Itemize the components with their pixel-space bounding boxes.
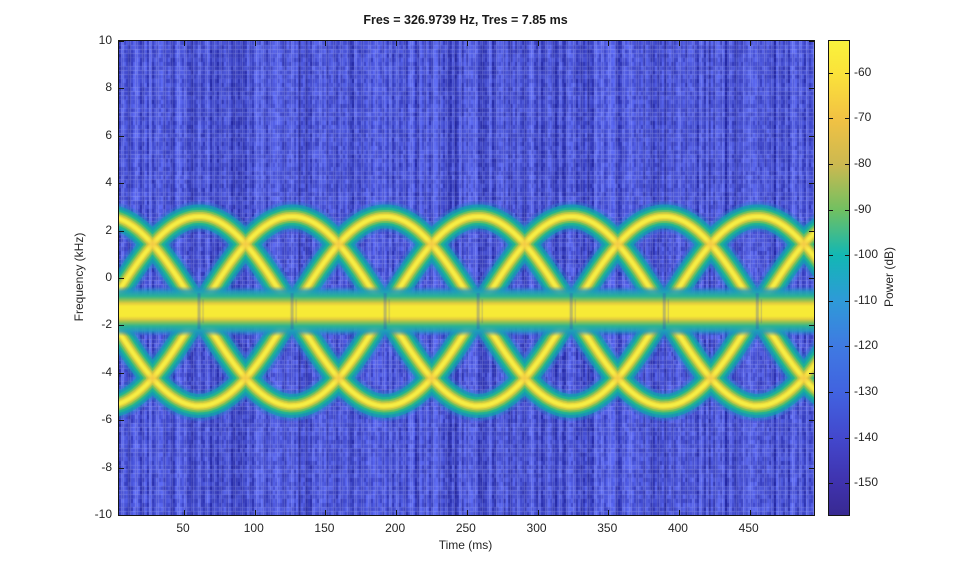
x-tick-label: 250 bbox=[455, 521, 476, 535]
y-tick-mirror bbox=[809, 515, 814, 516]
x-tick-label: 400 bbox=[667, 521, 688, 535]
x-tick-label: 150 bbox=[314, 521, 335, 535]
y-tick bbox=[119, 515, 124, 516]
x-axis-label: Time (ms) bbox=[438, 538, 493, 552]
x-tick-label: 450 bbox=[738, 521, 759, 535]
colorbar-tick-label: -150 bbox=[854, 475, 879, 489]
y-tick-label: 4 bbox=[105, 175, 112, 190]
colorbar bbox=[828, 40, 850, 516]
colorbar-label: Power (dB) bbox=[882, 246, 896, 308]
x-tick-label: 300 bbox=[526, 521, 547, 535]
colorbar-tick-label: -80 bbox=[854, 156, 872, 170]
colorbar-tick-label: -70 bbox=[854, 110, 872, 124]
x-tick-label: 350 bbox=[597, 521, 618, 535]
colorbar-tick-label: -90 bbox=[854, 202, 872, 216]
colorbar-tick-label: -130 bbox=[854, 384, 879, 398]
colorbar-gradient bbox=[829, 41, 849, 515]
y-tick-label: -4 bbox=[101, 364, 112, 379]
colorbar-tick-label: -110 bbox=[854, 293, 878, 307]
y-tick-label: -8 bbox=[101, 459, 112, 474]
colorbar-tick-label: -60 bbox=[854, 65, 872, 79]
colorbar-tick-label: -140 bbox=[854, 430, 879, 444]
x-tick-label: 100 bbox=[243, 521, 264, 535]
y-tick-label: 8 bbox=[105, 80, 112, 95]
x-tick-label: 50 bbox=[176, 521, 190, 535]
x-tick-label: 200 bbox=[385, 521, 406, 535]
y-axis-label: Frequency (kHz) bbox=[72, 232, 86, 322]
y-tick-label: 6 bbox=[105, 127, 112, 142]
y-tick-label: -2 bbox=[101, 317, 112, 332]
y-tick-label: -6 bbox=[101, 412, 112, 427]
plot-title: Fres = 326.9739 Hz, Tres = 7.85 ms bbox=[363, 13, 568, 27]
y-tick-label: 10 bbox=[98, 33, 112, 47]
y-tick-label: 0 bbox=[105, 270, 112, 284]
colorbar-tick-label: -100 bbox=[854, 247, 879, 261]
colorbar-tick-label: -120 bbox=[854, 338, 879, 352]
y-tick-label: -10 bbox=[94, 507, 112, 521]
plot-area bbox=[118, 40, 815, 516]
spectrogram-image[interactable] bbox=[119, 41, 814, 515]
y-tick-label: 2 bbox=[105, 222, 112, 237]
